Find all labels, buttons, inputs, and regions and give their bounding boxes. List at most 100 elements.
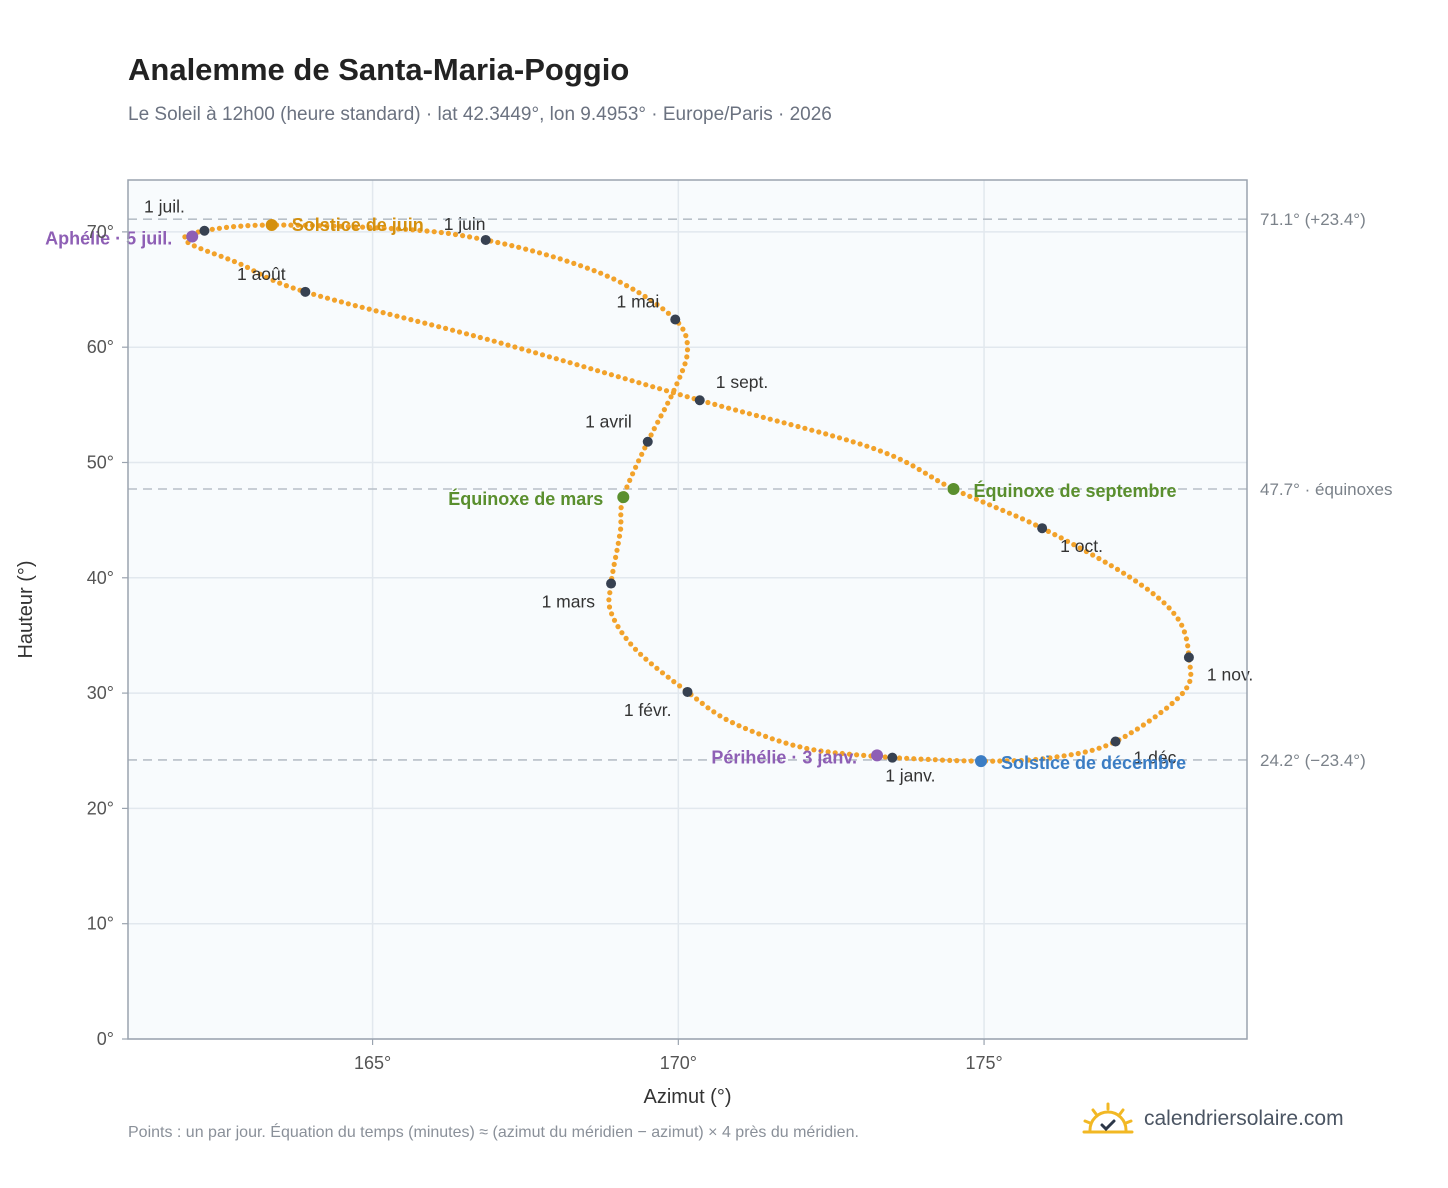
day-point — [610, 568, 616, 575]
day-point — [825, 749, 831, 755]
day-point — [417, 227, 423, 233]
day-point — [668, 394, 674, 400]
day-point — [864, 443, 870, 449]
day-point — [1134, 726, 1140, 732]
day-point — [311, 291, 317, 297]
day-point — [1077, 545, 1083, 551]
day-point — [617, 279, 623, 285]
day-point — [218, 253, 224, 259]
chart-title: Analemme de Santa-Maria-Poggio — [128, 52, 630, 87]
day-point — [259, 222, 265, 228]
day-point — [591, 268, 597, 274]
day-point — [839, 750, 845, 757]
day-point — [1096, 555, 1102, 562]
day-point — [445, 230, 451, 236]
day-point — [684, 347, 691, 353]
day-point — [1040, 756, 1046, 762]
brand[interactable]: calendriersolaire.com — [1082, 1102, 1344, 1136]
day-point — [760, 414, 766, 420]
day-point — [723, 716, 729, 723]
day-point — [595, 368, 601, 374]
day-point — [891, 453, 897, 459]
day-point — [711, 709, 717, 715]
day-point — [677, 374, 683, 380]
day-point — [581, 364, 587, 370]
day-point — [683, 333, 689, 339]
day-point — [655, 419, 661, 425]
day-point — [993, 505, 999, 511]
day-point — [670, 390, 677, 396]
day-point — [846, 751, 853, 757]
day-point — [774, 418, 780, 424]
day-point — [1058, 535, 1064, 541]
month-label: 1 oct. — [1060, 536, 1103, 556]
event-point — [947, 483, 960, 496]
day-point — [746, 411, 753, 417]
day-point — [797, 744, 803, 750]
y-tick-label: 20° — [87, 798, 114, 818]
axis-ticks: 165° 170° 175° 0° 10° 20° 30° 40° 50° 60° 70° — [87, 222, 1003, 1073]
day-point — [317, 223, 323, 229]
day-point — [736, 723, 742, 729]
day-point — [661, 407, 668, 413]
day-point — [1184, 685, 1190, 691]
day-point — [1164, 705, 1170, 711]
day-point — [366, 306, 372, 312]
day-point — [588, 366, 594, 372]
day-point — [1108, 563, 1114, 569]
day-point — [1004, 758, 1010, 764]
y-tick-label: 70° — [87, 222, 114, 242]
day-point — [422, 320, 428, 326]
day-point — [654, 665, 660, 671]
day-point — [574, 362, 580, 368]
day-point — [643, 382, 649, 388]
day-point — [1187, 678, 1193, 685]
day-point — [1000, 507, 1006, 513]
month-point — [606, 578, 617, 589]
chart-subtitle: Le Soleil à 12h00 (heure standard) · lat… — [128, 104, 832, 125]
day-point — [381, 225, 387, 231]
day-point — [877, 448, 884, 454]
month-point — [199, 225, 210, 236]
day-point — [1064, 538, 1071, 544]
day-point — [679, 368, 686, 374]
day-point — [401, 315, 407, 321]
day-point — [277, 280, 283, 286]
day-point — [960, 490, 966, 497]
day-point — [463, 331, 470, 337]
day-point — [309, 222, 315, 229]
reference-line-label: 71.1° (+23.4°) — [1260, 210, 1366, 229]
day-point — [598, 270, 604, 276]
day-point — [665, 310, 672, 316]
day-point — [749, 728, 755, 734]
month-point — [1110, 736, 1121, 747]
day-point — [516, 244, 522, 250]
day-point — [352, 224, 359, 230]
day-point — [843, 437, 850, 443]
day-point — [767, 416, 773, 422]
month-label: 1 juil. — [144, 197, 185, 217]
day-point — [705, 399, 711, 406]
day-point — [671, 679, 677, 685]
x-tick-label: 165° — [354, 1053, 391, 1073]
day-point — [505, 342, 511, 348]
day-point — [922, 470, 929, 476]
day-point — [1152, 714, 1158, 720]
footer-note: Points : un par jour. Équation du temps … — [128, 1124, 859, 1141]
day-point — [658, 413, 664, 419]
day-point — [519, 346, 525, 352]
day-point — [318, 293, 324, 299]
day-point — [238, 261, 244, 267]
day-point — [677, 683, 683, 689]
x-axis-label: Azimut (°) — [644, 1086, 732, 1108]
day-point — [546, 354, 553, 360]
month-point — [694, 395, 705, 406]
day-point — [1133, 578, 1139, 584]
day-point — [802, 425, 808, 431]
day-point — [712, 401, 718, 407]
day-point — [345, 301, 351, 307]
day-point — [818, 748, 824, 754]
day-point — [682, 361, 688, 367]
day-point — [1183, 636, 1189, 642]
day-point — [753, 412, 760, 419]
